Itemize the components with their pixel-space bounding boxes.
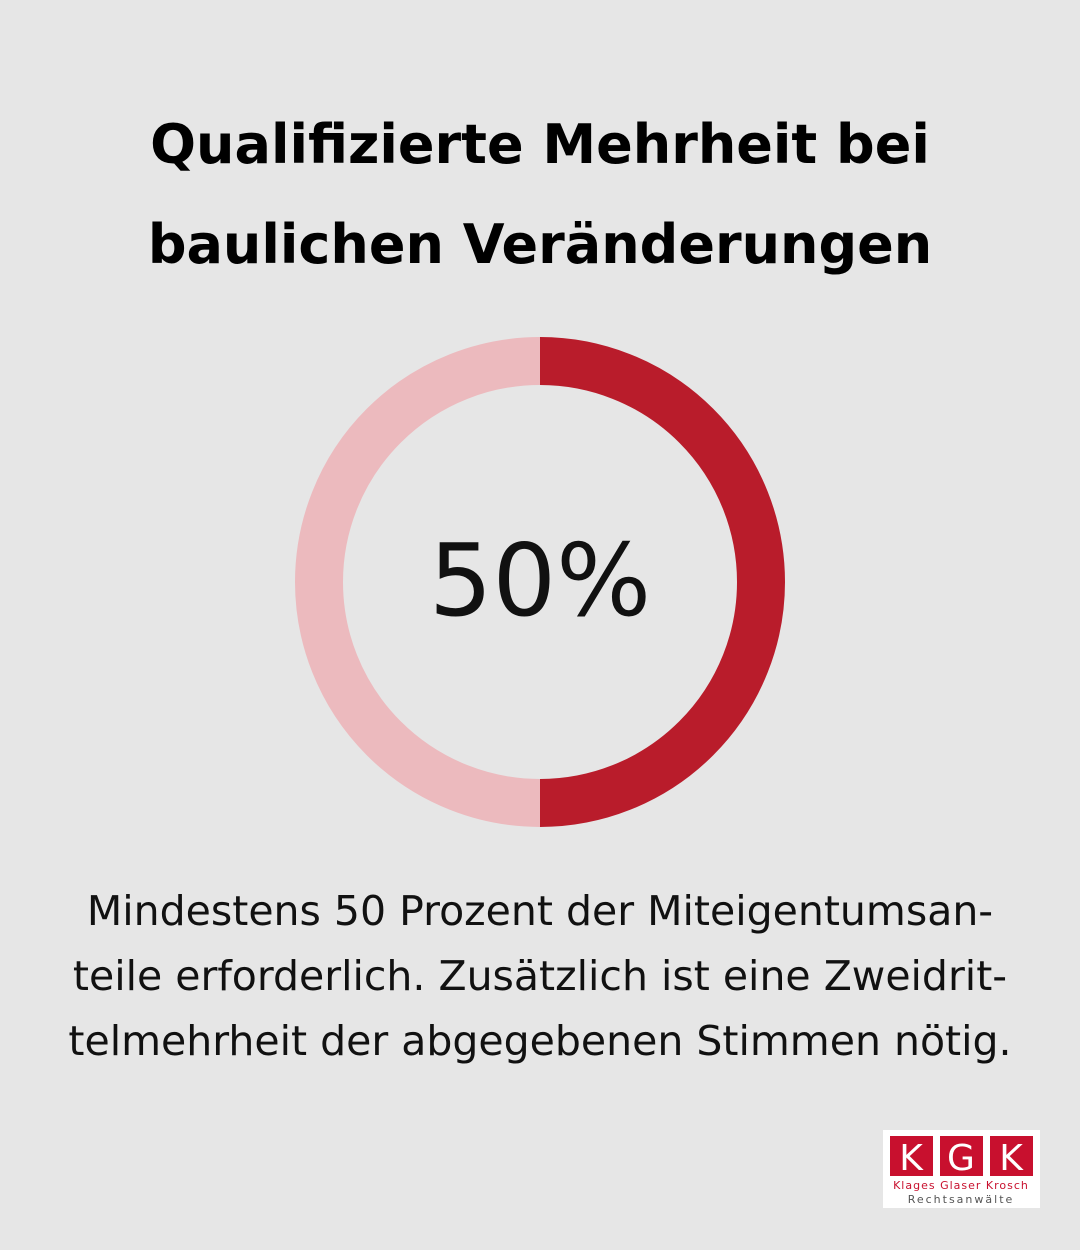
description-line: Mindestens 50 Prozent der Miteigentumsan… (87, 887, 993, 935)
logo-letter: G (947, 1138, 975, 1179)
logo-box (990, 1136, 1033, 1176)
title-line: baulichen Veränderungen (148, 213, 932, 276)
title-line: Qualifizierte Mehrheit bei (150, 113, 930, 176)
logo-subtitle: Rechtsanwälte (908, 1193, 1015, 1206)
description-line: telmehrheit der abgegebenen Stimmen nöti… (68, 1017, 1011, 1065)
logo-box (890, 1136, 933, 1176)
donut-segment (539, 337, 785, 827)
donut-segment (295, 337, 541, 827)
logo-box (940, 1136, 983, 1176)
description-line: teile erforderlich. Zusätzlich ist eine … (73, 952, 1007, 1000)
logo-letter: K (999, 1138, 1024, 1179)
logo: K G K Klages Glaser Krosch Rechtsanwälte (883, 1130, 1040, 1208)
donut (295, 337, 785, 827)
logo-names: Klages Glaser Krosch (893, 1179, 1029, 1192)
center-label: 50% (429, 522, 651, 639)
logo-letter: K (899, 1138, 924, 1179)
